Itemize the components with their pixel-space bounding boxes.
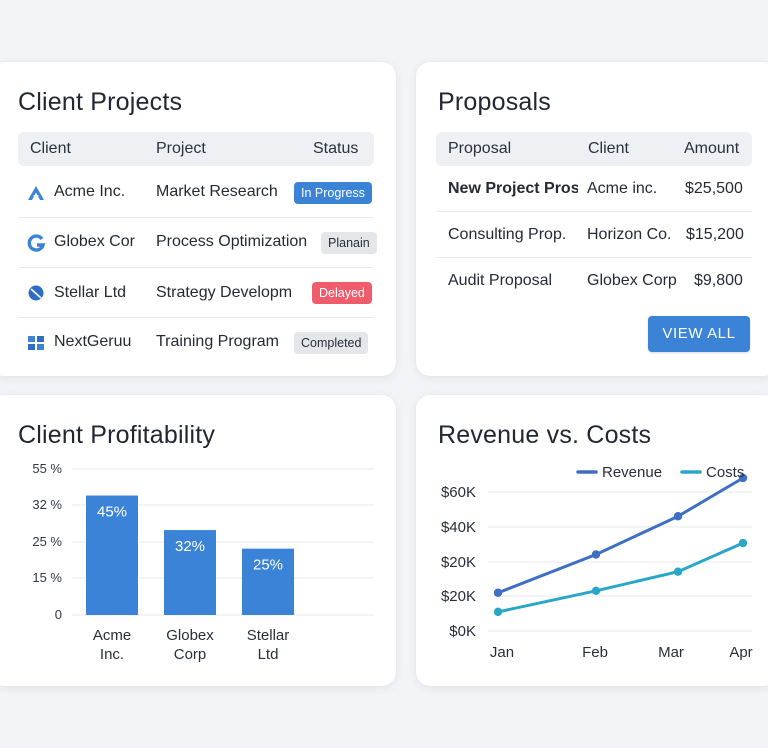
table-row[interactable]: Consulting Prop. Horizon Co. $15,200 [436,212,752,258]
view-all-button[interactable]: VIEW ALL [648,316,750,352]
revenue-costs-title: Revenue vs. Costs [438,421,652,449]
table-row[interactable]: Globex Cor Process Optimization Planain [18,218,377,268]
x-tick-label: Corp [174,646,207,663]
y-tick-label: 0 [55,607,62,622]
proposal-name: Audit Proposal [448,272,553,289]
nextgen-logo-icon [28,336,44,350]
project-name: Market Research [156,183,278,200]
project-name: Training Program [156,333,280,350]
proposal-amount: $15,200 [686,226,744,243]
revenue-costs-card: Revenue vs. Costs $60K $40K $20K $20K $0K Jan… [416,395,768,686]
x-tick-label: Feb [582,644,608,661]
table-row[interactable]: Stellar Ltd Strategy Developm Delayed [18,268,374,318]
bar [242,548,294,615]
client-projects-header: Client Project Status [18,132,374,166]
project-name: Process Optimization [156,233,308,250]
y-tick-label: $20K [441,554,476,571]
client-name: NextGeruu [54,333,132,350]
proposals-title: Proposals [438,88,551,116]
column-header-client: Client [30,140,71,157]
y-tick-label: 15 % [32,570,62,585]
profitability-bar-chart: 55 % 32 % 25 % 15 % 0 45% Acme Inc. 32% Globex Cor… [32,461,374,663]
proposals-card: Proposals Proposal Client Amount New Pro… [416,62,768,376]
proposals-header: Proposal Client Amount [436,132,752,166]
project-name: Strategy Developm [156,284,293,301]
column-header-client: Client [588,140,629,157]
proposal-amount: $9,800 [694,272,743,289]
client-name: Acme Inc. [54,183,126,200]
table-row[interactable]: Audit Proposal Globex Corp $9,800 [436,258,752,304]
status-badge: Completed [294,332,369,354]
y-tick-label: $40K [441,519,476,536]
legend-label: Revenue [602,464,662,481]
client-profitability-title: Client Profitability [18,421,216,449]
stellar-logo-icon [28,285,44,301]
series-point-costs [738,538,748,548]
x-tick-label: Ltd [258,646,279,663]
bar-data-label: 45% [97,504,127,521]
column-header-project: Project [156,140,206,157]
proposal-name: Consulting Prop. [448,226,567,243]
column-header-proposal: Proposal [448,140,512,157]
table-row[interactable]: NextGeruu Training Program Completed [18,318,374,368]
status-badge: Delayed [312,282,372,304]
y-tick-label: $60K [441,484,476,501]
globex-logo-icon [27,234,46,252]
series-line-costs [497,541,744,614]
series-line-revenue [497,476,744,595]
bar-data-label: 25% [253,557,283,574]
client-name: Stellar Ltd [54,284,127,301]
status-badge: Planain [321,232,377,254]
x-tick-label: Inc. [100,646,124,663]
proposal-amount: $25,500 [685,180,743,197]
acme-logo-icon [28,186,44,200]
series-point-costs [493,607,503,617]
client-projects-card: Client Projects Client Project Status Ac… [0,62,396,376]
series-point-costs [591,586,601,596]
x-tick-label: Stellar [247,627,290,644]
y-tick-label: 32 % [32,497,62,512]
proposal-client: Acme inc. [587,180,658,197]
column-header-status: Status [313,140,359,157]
table-row[interactable]: Acme Inc. Market Research In Progress [18,168,374,218]
proposal-client: Horizon Co. [587,226,672,243]
x-tick-label: Apr [729,644,752,661]
y-tick-label: $0K [449,623,476,640]
legend-label: Costs [706,464,744,481]
series-point-costs [673,567,683,576]
client-projects-title: Client Projects [18,88,183,116]
bar [164,530,216,615]
client-name: Globex Cor [54,233,135,250]
x-tick-label: Globex [166,627,214,644]
proposal-client: Globex Corp [587,272,677,289]
bar [86,495,138,615]
y-tick-label: 25 % [32,534,62,549]
proposal-name: New Project Pros [448,180,578,197]
series-point-revenue [591,550,601,559]
y-tick-label: 55 % [32,461,62,476]
revenue-costs-line-chart: $60K $40K $20K $20K $0K Jan Feb Mar Apr Revenue Co… [441,464,753,661]
table-row[interactable]: New Project Pros Acme inc. $25,500 [436,166,752,212]
client-profitability-card: Client Profitability 55 % 32 % 25 % 15 % 0 45… [0,395,396,686]
series-point-revenue [738,473,748,483]
column-header-amount: Amount [684,140,740,157]
x-tick-label: Jan [490,644,514,661]
status-badge: In Progress [294,182,372,204]
bar-data-label: 32% [175,538,205,555]
series-point-revenue [493,588,503,597]
x-tick-label: Mar [658,644,684,661]
y-tick-label: $20K [441,588,476,605]
x-tick-label: Acme [93,627,131,644]
series-point-revenue [673,512,683,521]
